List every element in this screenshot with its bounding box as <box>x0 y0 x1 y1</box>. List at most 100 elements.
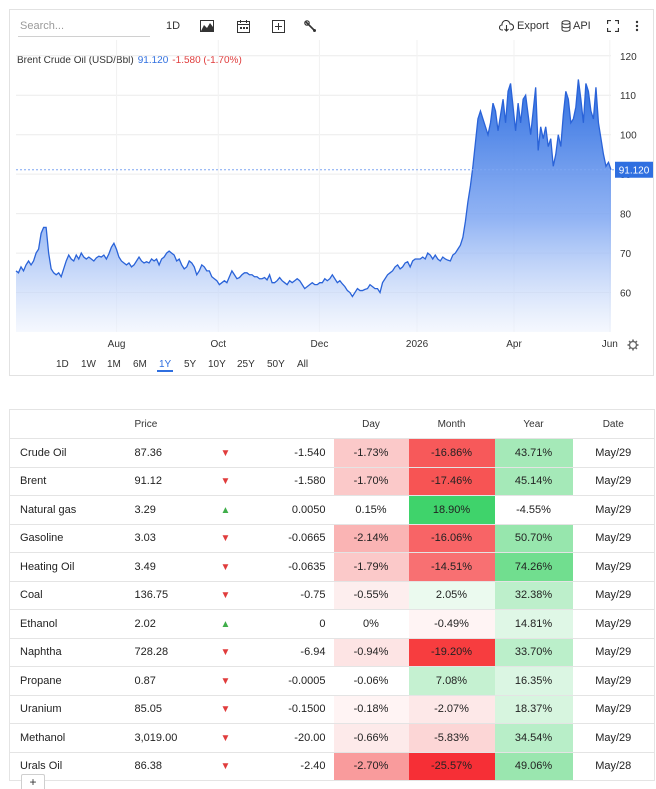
price-area <box>16 79 611 333</box>
api-button[interactable]: API <box>561 16 591 36</box>
day-cell: -2.14% <box>333 524 409 553</box>
add-button[interactable]: + <box>21 774 45 789</box>
calendar-button[interactable] <box>237 16 250 36</box>
table-row[interactable]: Propane 0.87 ▼ -0.0005 -0.06% 7.08% 16.35% May/… <box>9 666 655 696</box>
range-button-10y[interactable]: 10Y <box>208 359 226 370</box>
commodity-name[interactable]: Brent <box>9 467 119 496</box>
commodity-name[interactable]: Crude Oil <box>9 438 119 468</box>
table-row[interactable]: Coal 136.75 ▼ -0.75 -0.55% 2.05% 32.38% May/29 <box>9 581 655 610</box>
day-cell: 0% <box>333 609 409 639</box>
last-price-label: 91.120 <box>619 166 650 177</box>
price-cell: 0.87 <box>118 666 203 696</box>
date-cell: May/29 <box>572 552 655 582</box>
range-button-all[interactable]: All <box>297 359 309 370</box>
table-row[interactable]: Natural gas 3.29 ▲ 0.0050 0.15% 18.90% -4.55% M… <box>9 495 655 525</box>
price-cell: 86.38 <box>118 752 203 781</box>
table-row[interactable]: Heating Oil 3.49 ▼ -0.0635 -1.79% -14.51% 74.2… <box>9 552 655 582</box>
commodity-name[interactable]: Propane <box>9 666 119 696</box>
search-input[interactable] <box>18 16 150 37</box>
fullscreen-button[interactable] <box>607 16 619 36</box>
interval-button[interactable]: 1D <box>166 16 180 36</box>
commodity-name[interactable]: Gasoline <box>9 524 119 553</box>
settings-gear-icon[interactable] <box>627 339 639 351</box>
column-header <box>248 409 334 439</box>
tools-button[interactable] <box>304 16 317 36</box>
arrow-down-icon: ▼ <box>220 447 231 459</box>
trend-cell: ▼ <box>202 695 249 724</box>
table-row[interactable]: Methanol 3,019.00 ▼ -20.00 -0.66% -5.83% 34.54… <box>9 723 655 753</box>
commodity-name[interactable]: Ethanol <box>9 609 119 639</box>
table-row[interactable]: Gasoline 3.03 ▼ -0.0665 -2.14% -16.06% 50.70% M… <box>9 524 655 553</box>
year-cell: 45.14% <box>494 467 573 496</box>
price-chart[interactable]: 60708090100110120AugOctDec2026AprJun91.1… <box>10 10 653 356</box>
column-header[interactable]: Date <box>572 409 655 439</box>
day-cell: -0.06% <box>333 666 409 696</box>
commodity-name[interactable]: Natural gas <box>9 495 119 525</box>
fullscreen-icon <box>607 20 619 32</box>
day-cell: -0.55% <box>333 581 409 610</box>
x-tick-label: Aug <box>108 339 126 350</box>
table-row[interactable]: Crude Oil 87.36 ▼ -1.540 -1.73% -16.86% 43.71%… <box>9 438 655 468</box>
y-tick-label: 70 <box>620 249 632 260</box>
column-header[interactable]: Price <box>118 409 203 439</box>
price-change: -1.580 (-1.70%) <box>172 55 242 66</box>
more-options-button[interactable] <box>635 16 639 36</box>
commodities-table: Price Day Month Year Date Crude Oil 87.36 ▼ -1.… <box>9 409 655 781</box>
column-header[interactable]: Day <box>333 409 409 439</box>
range-button-1w[interactable]: 1W <box>81 359 96 370</box>
commodity-name[interactable]: Coal <box>9 581 119 610</box>
commodity-name[interactable]: Methanol <box>9 723 119 753</box>
price-cell: 87.36 <box>118 438 203 468</box>
chart-type-button[interactable] <box>200 16 214 36</box>
month-cell: -16.86% <box>408 438 495 468</box>
table-row[interactable]: Ethanol 2.02 ▲ 0 0% -0.49% 14.81% May/29 <box>9 609 655 639</box>
month-cell: -2.07% <box>408 695 495 724</box>
range-button-1d[interactable]: 1D <box>56 359 69 370</box>
trend-cell: ▼ <box>202 467 249 496</box>
table-row[interactable]: Brent 91.12 ▼ -1.580 -1.70% -17.46% 45.14% May/… <box>9 467 655 496</box>
trend-cell: ▼ <box>202 752 249 781</box>
month-cell: 18.90% <box>408 495 495 525</box>
year-cell: 14.81% <box>494 609 573 639</box>
range-button-1m[interactable]: 1M <box>107 359 121 370</box>
commodity-name[interactable]: Naphtha <box>9 638 119 667</box>
cloud-download-icon <box>499 20 514 32</box>
table-header: Price Day Month Year Date <box>9 409 655 439</box>
trend-cell: ▼ <box>202 552 249 582</box>
column-header <box>202 409 249 439</box>
day-cell: -2.70% <box>333 752 409 781</box>
wrench-icon <box>304 19 316 32</box>
y-tick-label: 80 <box>620 210 632 221</box>
change-cell: -0.0635 <box>248 552 334 582</box>
arrow-down-icon: ▼ <box>220 704 231 716</box>
trend-cell: ▼ <box>202 438 249 468</box>
change-cell: -0.75 <box>248 581 334 610</box>
price-cell: 728.28 <box>118 638 203 667</box>
table-row[interactable]: Naphtha 728.28 ▼ -6.94 -0.94% -19.20% 33.70% Ma… <box>9 638 655 667</box>
range-button-50y[interactable]: 50Y <box>267 359 285 370</box>
commodity-name[interactable]: Uranium <box>9 695 119 724</box>
day-cell: -0.18% <box>333 695 409 724</box>
month-cell: -19.20% <box>408 638 495 667</box>
range-button-1y[interactable]: 1Y <box>157 359 174 372</box>
arrow-down-icon: ▼ <box>220 732 231 744</box>
export-label: Export <box>517 20 549 32</box>
change-cell: -0.0005 <box>248 666 334 696</box>
day-cell: -1.73% <box>333 438 409 468</box>
compare-button[interactable] <box>272 16 285 36</box>
column-header[interactable]: Year <box>494 409 573 439</box>
table-row[interactable]: Uranium 85.05 ▼ -0.1500 -0.18% -2.07% 18.37% Ma… <box>9 695 655 724</box>
date-cell: May/29 <box>572 524 655 553</box>
current-price: 91.120 <box>137 55 169 66</box>
date-cell: May/29 <box>572 609 655 639</box>
range-button-25y[interactable]: 25Y <box>237 359 255 370</box>
table-row[interactable]: Urals Oil 86.38 ▼ -2.40 -2.70% -25.57% 49.06% M… <box>9 752 655 781</box>
commodity-name[interactable]: Heating Oil <box>9 552 119 582</box>
trend-cell: ▼ <box>202 524 249 553</box>
export-button[interactable]: Export <box>499 16 549 36</box>
range-button-5y[interactable]: 5Y <box>184 359 197 370</box>
column-header[interactable]: Month <box>408 409 495 439</box>
range-button-6m[interactable]: 6M <box>133 359 147 370</box>
arrow-down-icon: ▼ <box>220 476 231 488</box>
month-cell: -16.06% <box>408 524 495 553</box>
